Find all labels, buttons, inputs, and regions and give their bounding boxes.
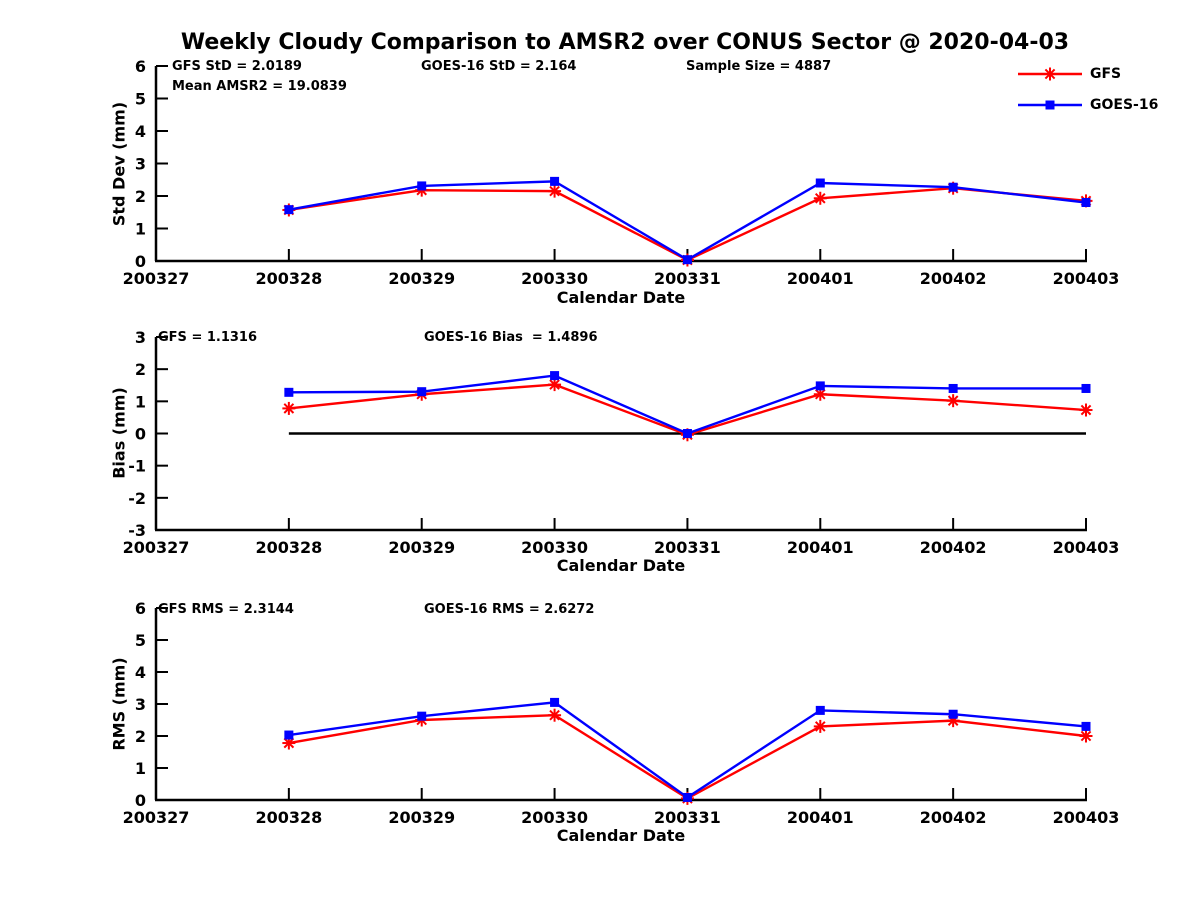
- annotation-gfs-rms: GFS RMS = 2.3144: [158, 602, 294, 617]
- svg-text:1: 1: [135, 220, 146, 239]
- y-axis-label-bias: Bias (mm): [109, 387, 129, 479]
- svg-text:-2: -2: [128, 489, 146, 508]
- svg-text:-3: -3: [128, 521, 146, 540]
- svg-text:4: 4: [135, 663, 146, 682]
- svg-text:4: 4: [135, 122, 146, 141]
- svg-text:200331: 200331: [654, 269, 721, 288]
- svg-text:1: 1: [135, 392, 146, 411]
- svg-text:200328: 200328: [255, 269, 322, 288]
- chart-title: Weekly Cloudy Comparison to AMSR2 over C…: [180, 30, 1070, 55]
- svg-text:5: 5: [135, 90, 146, 109]
- annotation-mean-amsr2: Mean AMSR2 = 19.0839: [172, 79, 347, 94]
- svg-text:200329: 200329: [388, 538, 455, 557]
- svg-text:200327: 200327: [123, 269, 190, 288]
- svg-text:3: 3: [135, 328, 146, 347]
- svg-text:200329: 200329: [388, 808, 455, 827]
- x-axis-label-3: Calendar Date: [556, 826, 686, 845]
- svg-text:3: 3: [135, 155, 146, 174]
- svg-text:6: 6: [135, 57, 146, 76]
- svg-text:2: 2: [135, 360, 146, 379]
- svg-text:200331: 200331: [654, 538, 721, 557]
- svg-text:200328: 200328: [255, 808, 322, 827]
- svg-text:0: 0: [135, 425, 146, 444]
- svg-text:200327: 200327: [123, 808, 190, 827]
- annotation-goes16-rms: GOES-16 RMS = 2.6272: [424, 602, 595, 617]
- svg-text:200403: 200403: [1053, 808, 1120, 827]
- svg-text:200329: 200329: [388, 269, 455, 288]
- y-axis-label-rms: RMS (mm): [109, 657, 129, 751]
- annotation-gfs-bias: GFS = 1.1316: [158, 330, 258, 345]
- svg-text:3: 3: [135, 695, 146, 714]
- svg-text:5: 5: [135, 631, 146, 650]
- svg-text:200327: 200327: [123, 538, 190, 557]
- legend-label-gfs: GFS: [1090, 66, 1122, 82]
- x-axis-label-1: Calendar Date: [556, 288, 686, 307]
- svg-text:200402: 200402: [920, 269, 987, 288]
- svg-text:200401: 200401: [787, 269, 854, 288]
- annotation-goes16-std: GOES-16 StD = 2.164: [421, 59, 577, 74]
- svg-text:200403: 200403: [1053, 538, 1120, 557]
- svg-text:200330: 200330: [521, 269, 588, 288]
- svg-text:200331: 200331: [654, 808, 721, 827]
- svg-text:200328: 200328: [255, 538, 322, 557]
- svg-text:200403: 200403: [1053, 269, 1120, 288]
- svg-text:200402: 200402: [920, 808, 987, 827]
- svg-text:2: 2: [135, 187, 146, 206]
- svg-text:0: 0: [135, 791, 146, 810]
- svg-text:200402: 200402: [920, 538, 987, 557]
- svg-text:200330: 200330: [521, 808, 588, 827]
- svg-text:200401: 200401: [787, 808, 854, 827]
- svg-text:2: 2: [135, 727, 146, 746]
- legend-label-goes16: GOES-16: [1090, 97, 1159, 113]
- x-axis-label-2: Calendar Date: [556, 556, 686, 575]
- y-axis-label-stddev: Std Dev (mm): [109, 101, 129, 227]
- svg-text:1: 1: [135, 759, 146, 778]
- svg-text:6: 6: [135, 599, 146, 618]
- svg-text:-1: -1: [128, 457, 146, 476]
- annotation-gfs-std: GFS StD = 2.0189: [172, 59, 302, 74]
- svg-text:200330: 200330: [521, 538, 588, 557]
- svg-text:200401: 200401: [787, 538, 854, 557]
- annotation-sample-size: Sample Size = 4887: [686, 59, 832, 74]
- annotation-goes16-bias: GOES-16 Bias = 1.4896: [424, 330, 598, 345]
- svg-text:0: 0: [135, 252, 146, 271]
